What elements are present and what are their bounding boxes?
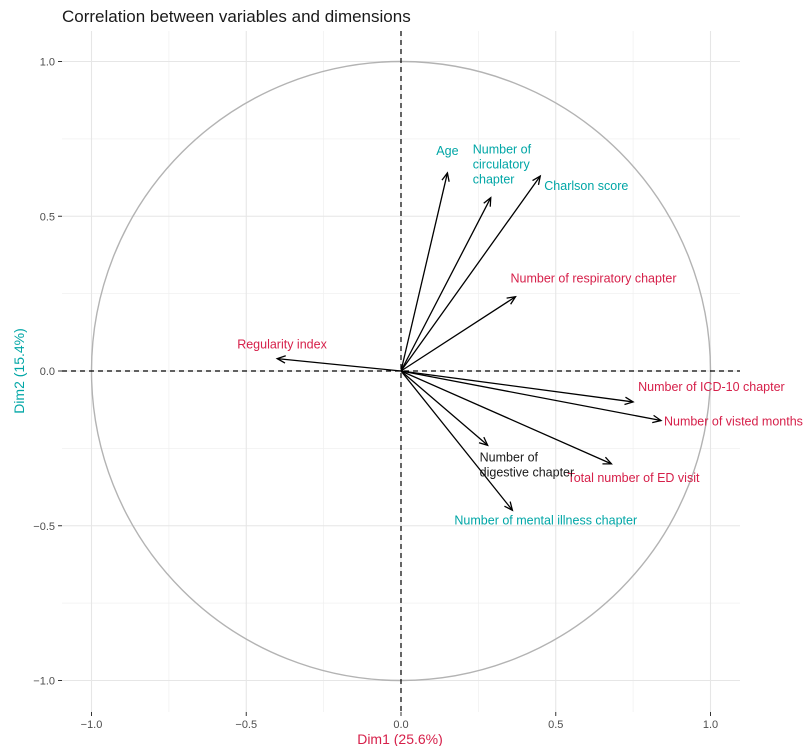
tick-labels: −1.0 −0.5 0.0 0.5 1.0 −1.0 −0.5 0.0 0.5 1.0: [33, 57, 718, 732]
variable-arrowhead: [652, 414, 663, 424]
variable-arrowhead: [506, 295, 517, 305]
y-tick-label: 0.5: [40, 211, 55, 223]
variable-arrows: [275, 171, 663, 512]
variable-arrowhead: [504, 501, 514, 512]
variable-label: Number of ICD-10 chapter: [638, 380, 785, 394]
variable-labels: Age Number of circulatory chapter Charlson s…: [237, 143, 803, 528]
variable-arrowhead: [478, 436, 489, 447]
variable-arrow: [400, 175, 541, 372]
variable-label: Age: [436, 144, 458, 158]
variable-arrow: [400, 370, 662, 422]
variable-label: Number of mental illness chapter: [454, 513, 637, 527]
variable-arrow: [400, 197, 492, 372]
x-tick-label: −1.0: [81, 719, 103, 731]
y-tick-label: −0.5: [33, 521, 55, 533]
variable-label: Number of circulatory chapter: [473, 143, 532, 187]
chart-title: Correlation between variables and dimens…: [62, 7, 411, 26]
variable-label: Number of visted months: [664, 415, 803, 429]
variable-arrowhead: [275, 355, 286, 364]
variable-arrow: [400, 172, 449, 372]
x-tick-label: 0.5: [548, 719, 563, 731]
y-tick-label: 1.0: [40, 57, 55, 69]
x-tick-label: 0.0: [393, 719, 408, 731]
variable-label: Regularity index: [237, 338, 327, 352]
variable-arrow: [400, 296, 516, 372]
y-tick-label: 0.0: [40, 366, 55, 378]
variable-arrow: [400, 370, 489, 446]
variable-label: Total number of ED visit: [567, 471, 700, 485]
x-axis-title: Dim1 (25.6%): [357, 731, 443, 746]
x-tick-label: −0.5: [235, 719, 257, 731]
variable-arrow: [400, 370, 612, 465]
variable-arrow: [400, 370, 634, 403]
y-tick-label: −1.0: [33, 676, 55, 688]
y-axis-title: Dim2 (15.4%): [11, 328, 27, 414]
variable-arrowhead: [602, 456, 613, 465]
variable-arrow: [277, 357, 402, 372]
zero-axes: [62, 31, 740, 712]
variable-label: Charlson score: [544, 179, 628, 193]
variable-arrowhead: [441, 171, 450, 182]
x-tick-label: 1.0: [703, 719, 718, 731]
variable-label: Number of respiratory chapter: [511, 272, 677, 286]
variable-arrowhead: [624, 396, 635, 406]
variable-label: Number of digestive chapter: [480, 450, 575, 479]
variable-arrow: [400, 370, 513, 511]
variable-arrowhead: [483, 196, 492, 207]
variable-arrowhead: [532, 174, 542, 185]
